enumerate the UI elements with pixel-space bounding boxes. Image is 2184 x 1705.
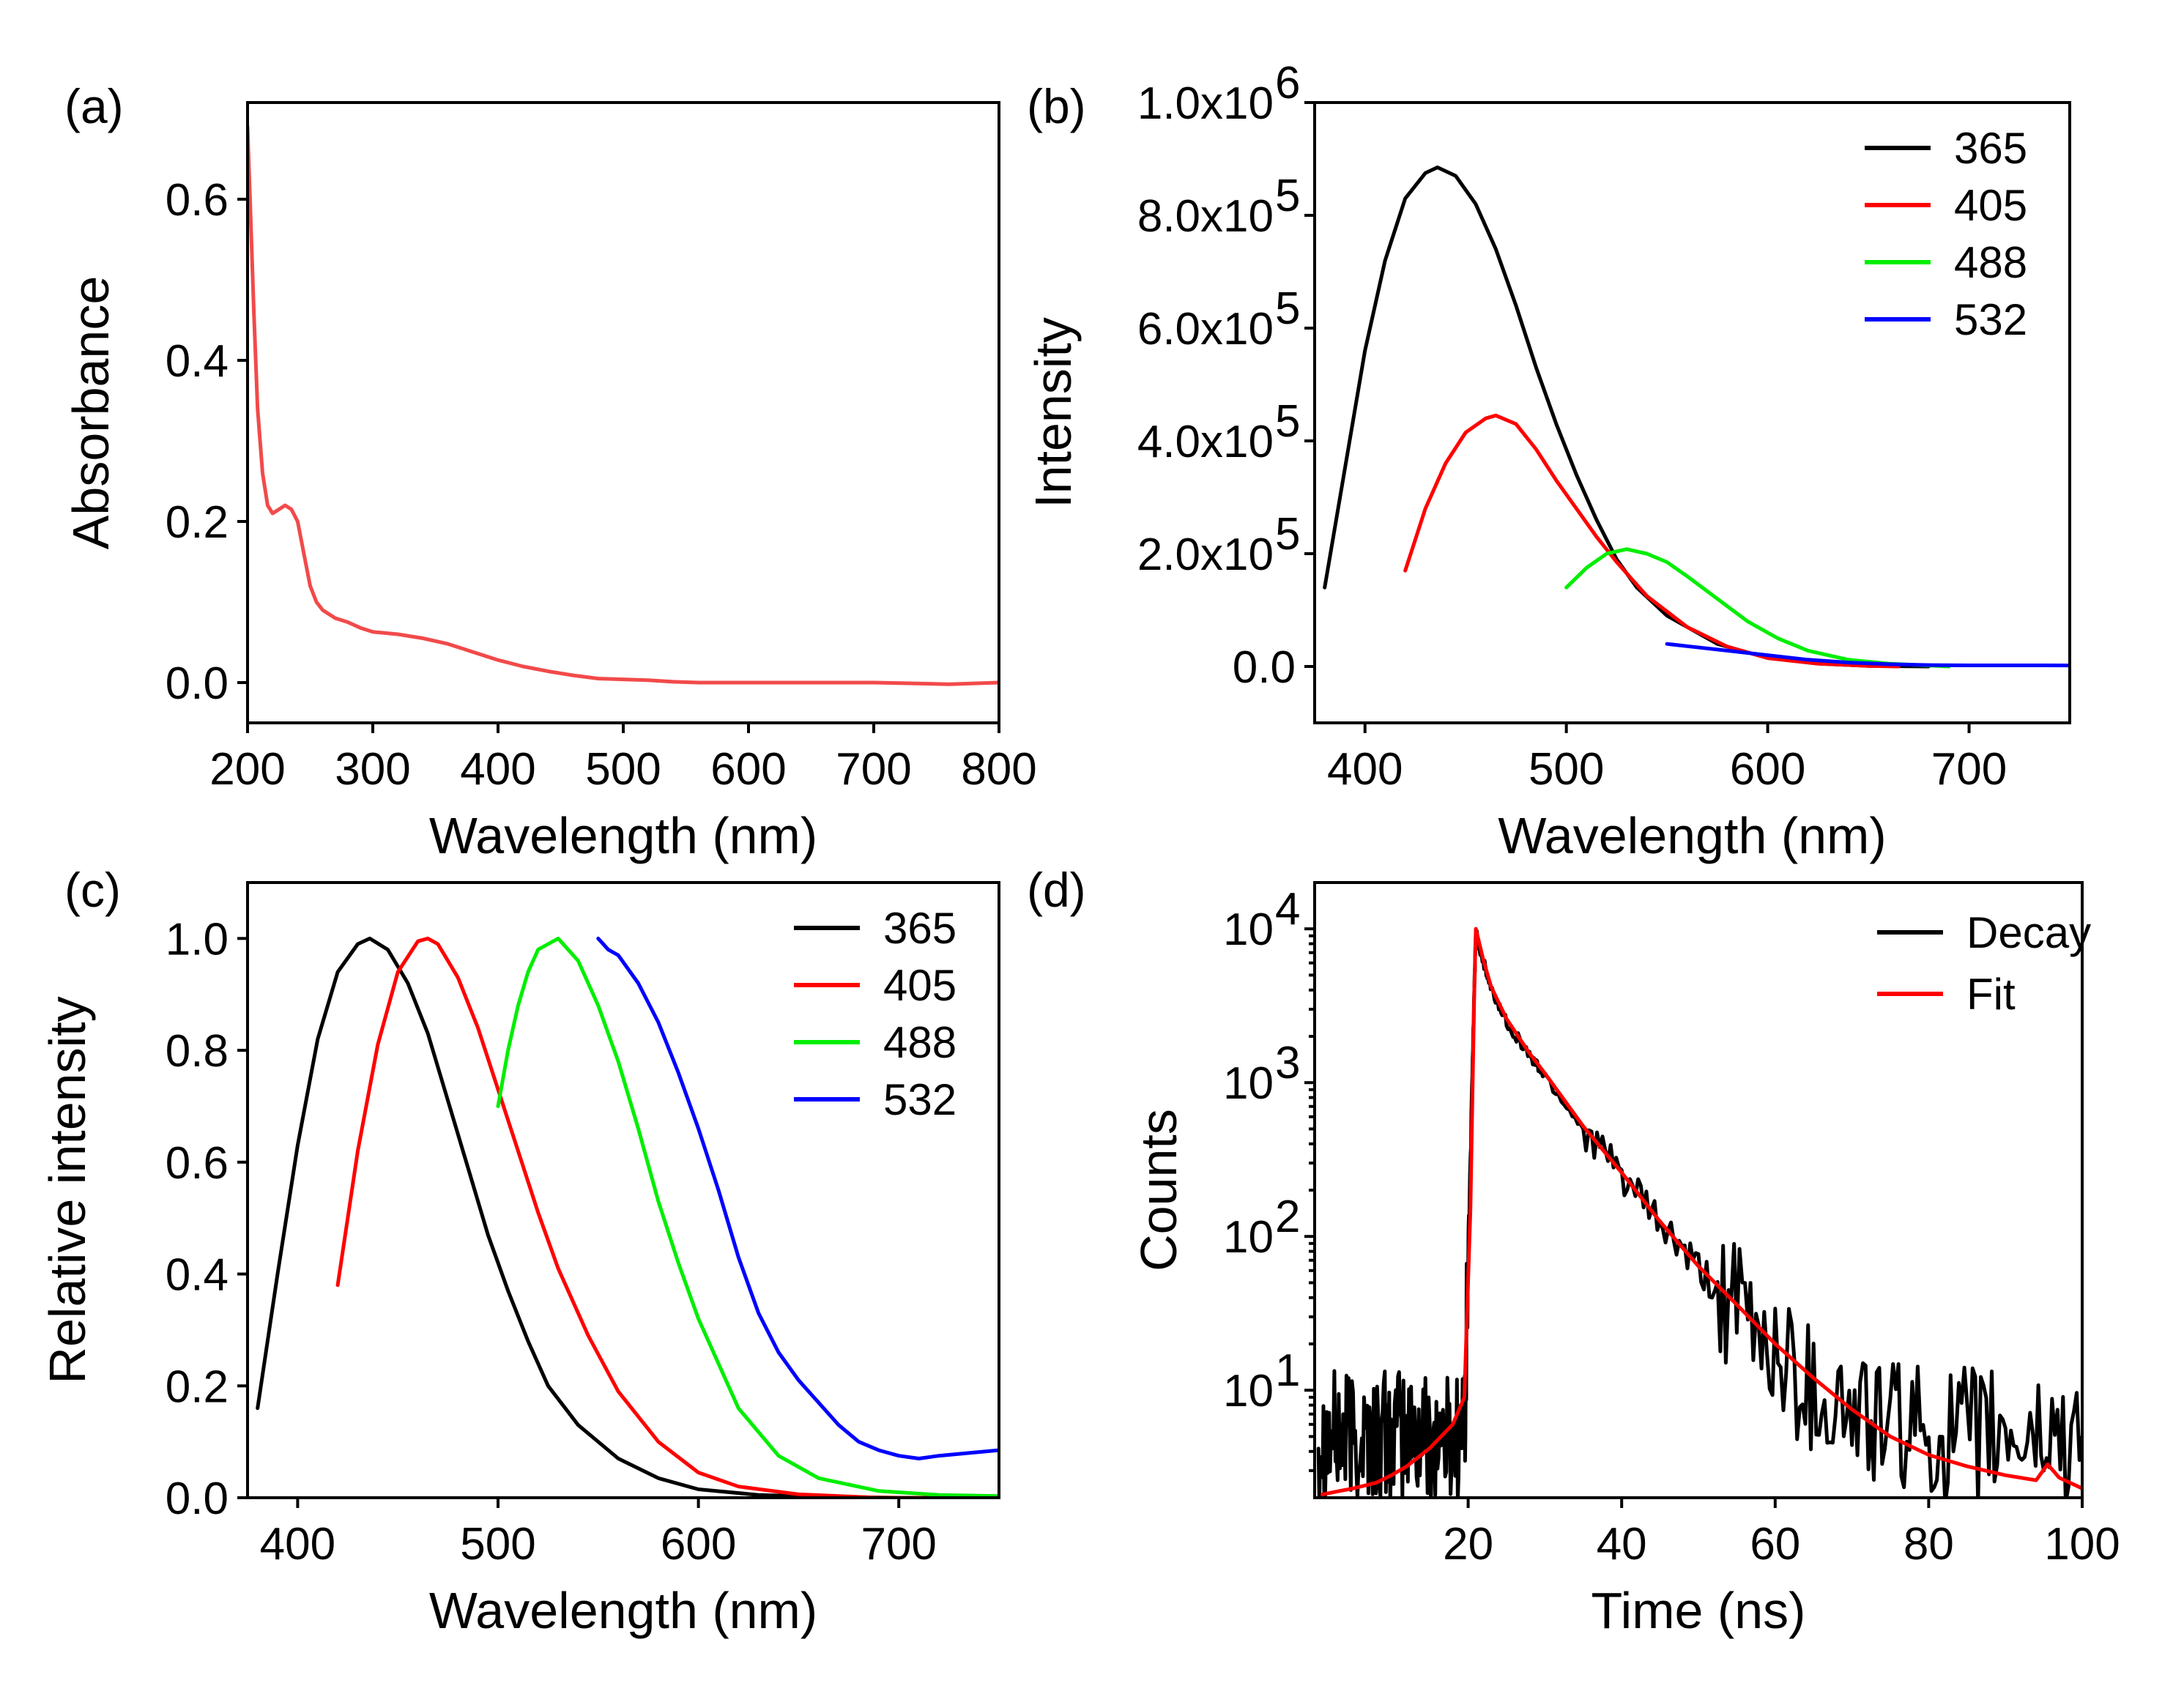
panel-c: 400 500 600 700 0.0 0.2 0.4 0.6 0.8 1.0 Wavelength…: [39, 863, 1000, 1639]
series-decay-line: [1316, 929, 2082, 1498]
y-tick-label: 0.6: [166, 175, 229, 226]
series-405-line: [1403, 413, 1901, 669]
panel-label: (c): [64, 863, 121, 917]
y-tick-label: 1.0: [166, 914, 229, 965]
y-tick-label: 0.0: [166, 658, 229, 709]
series-absorbance-line: [248, 125, 999, 686]
x-tick-label: 600: [1730, 744, 1805, 795]
legend-label-decay: Decay: [1966, 908, 2091, 957]
x-tick-label: 500: [1529, 744, 1604, 795]
series-group: [248, 125, 999, 686]
x-tick-label: 400: [1327, 744, 1403, 795]
x-axis-label: Wavelength (nm): [1498, 807, 1886, 864]
x-tick-label: 300: [335, 744, 410, 795]
x-tick-label: 800: [961, 744, 1036, 795]
x-tick-label: 100: [2044, 1519, 2120, 1570]
x-tick-label: 60: [1750, 1519, 1800, 1570]
y-tick-label: 0.2: [166, 497, 229, 548]
series-405-line: [335, 936, 999, 1498]
y-tick-exponent: 6: [1275, 58, 1300, 108]
panel-label: (d): [1027, 863, 1086, 917]
y-tick-label: 0.2: [166, 1362, 229, 1412]
y-tick-exponent: 2: [1275, 1192, 1300, 1242]
y-tick-exponent: 5: [1275, 283, 1300, 334]
y-axis-label: Counts: [1130, 1109, 1187, 1271]
x-tick-label: 200: [209, 744, 285, 795]
legend-label-488: 488: [1954, 238, 2027, 287]
y-axis-label: Absorbance: [62, 276, 119, 550]
y-tick-label: 10: [1223, 1212, 1274, 1263]
y-tick-exponent: 3: [1275, 1038, 1300, 1088]
series-532-line: [596, 936, 999, 1460]
y-tick-label: 0.0: [166, 1474, 229, 1524]
y-tick-label: 10: [1223, 1058, 1274, 1109]
legend-label-532: 532: [883, 1075, 957, 1124]
legend-label-532: 532: [1954, 295, 2027, 344]
x-axis-label: Wavelength (nm): [429, 1582, 817, 1639]
y-tick-label: 4.0x10: [1137, 417, 1274, 467]
y-tick-exponent: 5: [1275, 171, 1300, 221]
x-tick-label: 400: [460, 744, 535, 795]
x-axis-label: Time (ns): [1591, 1582, 1806, 1639]
legend: Decay Fit: [1877, 908, 2091, 1019]
x-tick-label: 700: [861, 1519, 936, 1570]
y-tick-exponent: 4: [1275, 884, 1300, 935]
legend-label-365: 365: [1954, 124, 2027, 173]
legend-label-fit: Fit: [1966, 970, 2016, 1019]
x-tick-label: 40: [1597, 1519, 1647, 1570]
y-tick-label: 1.0x10: [1137, 78, 1274, 129]
y-tick-exponent: 5: [1275, 509, 1300, 560]
legend-label-365: 365: [883, 904, 957, 953]
legend-label-488: 488: [883, 1018, 957, 1067]
x-tick-label: 700: [1931, 744, 2007, 795]
x-tick-label: 500: [460, 1519, 535, 1570]
series-group: [1323, 166, 2070, 669]
x-tick-label: 700: [836, 744, 911, 795]
y-tick-label: 0.4: [166, 336, 229, 387]
x-axis-label: Wavelength (nm): [429, 807, 817, 864]
legend: 365 405 488 532: [794, 904, 957, 1124]
x-tick-label: 500: [585, 744, 661, 795]
series-group: [256, 936, 999, 1498]
x-tick-label: 600: [710, 744, 786, 795]
series-365-line: [256, 936, 999, 1498]
x-tick-label: 400: [260, 1519, 335, 1570]
series-488-line: [496, 936, 999, 1498]
y-tick-label: 0.8: [166, 1026, 229, 1077]
y-tick-exponent: 1: [1275, 1345, 1300, 1396]
y-tick-label: 10: [1223, 904, 1274, 955]
legend-label-405: 405: [883, 961, 957, 1010]
plot-frame: [1313, 101, 2071, 724]
y-tick-label: 0.4: [166, 1250, 229, 1301]
x-tick-label: 20: [1443, 1519, 1493, 1570]
y-tick-label: 0.0: [1233, 642, 1296, 693]
y-tick-exponent: 5: [1275, 396, 1300, 447]
y-tick-label: 2.0x10: [1137, 530, 1274, 580]
y-axis-label: Intensity: [1025, 317, 1082, 508]
series-532-line: [1665, 642, 2070, 668]
y-axis-label: Relative intensity: [39, 996, 96, 1383]
x-tick-label: 600: [661, 1519, 736, 1570]
plot-frame: [246, 881, 1000, 1499]
panel-label: (b): [1027, 79, 1086, 133]
panel-label: (a): [64, 79, 124, 133]
legend: 365 405 488 532: [1865, 124, 2027, 344]
y-tick-label: 0.6: [166, 1138, 229, 1189]
y-tick-label: 6.0x10: [1137, 304, 1274, 354]
x-tick-label: 80: [1903, 1519, 1954, 1570]
y-tick-label: 8.0x10: [1137, 191, 1274, 242]
series-488-line: [1564, 547, 1951, 669]
series-fit-line: [1321, 926, 2082, 1497]
panel-a: 200 300 400 500 600 700 800 0.0 0.2 0.4 0.6 Wavelen…: [62, 79, 1037, 864]
y-tick-label: 10: [1223, 1366, 1274, 1416]
legend-label-405: 405: [1954, 181, 2027, 230]
series-group: [1316, 926, 2082, 1498]
